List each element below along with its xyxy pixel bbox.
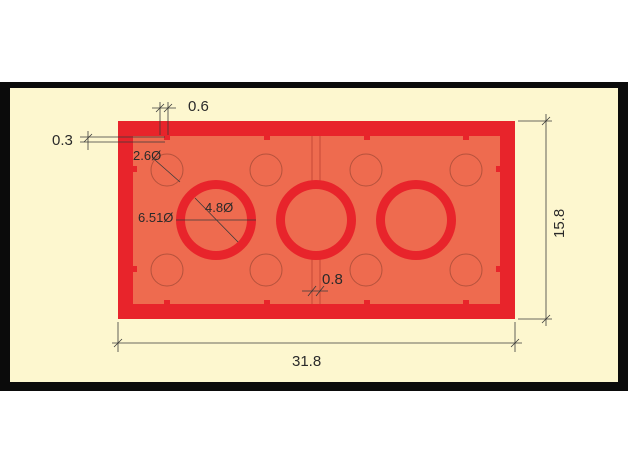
dim-width: [518, 114, 552, 326]
label-tolerance: 0.3: [52, 132, 73, 149]
tube-center: [276, 180, 356, 260]
wall-nubs-top: [164, 136, 469, 140]
label-wall-thickness: 0.6: [188, 98, 209, 115]
label-width: 15.8: [551, 209, 568, 238]
label-length: 31.8: [292, 353, 321, 370]
label-post-diameter: 2.6Ø: [133, 148, 161, 163]
label-tube-inner-diameter: 4.8Ø: [205, 200, 233, 215]
dim-length: [112, 322, 522, 352]
wall-nubs-bottom: [164, 300, 469, 304]
stud-outlines: [150, 153, 483, 287]
label-rib-thickness: 0.8: [322, 271, 343, 288]
dim-post-diameter: [154, 159, 181, 183]
dim-wall-thickness: [152, 102, 176, 135]
dim-tolerance: [80, 131, 165, 150]
tube-right: [376, 180, 456, 260]
dim-rib-thickness: [302, 285, 328, 297]
wall-nubs-side: [133, 166, 500, 272]
label-tube-outer-diameter: 6.51Ø: [138, 210, 173, 225]
